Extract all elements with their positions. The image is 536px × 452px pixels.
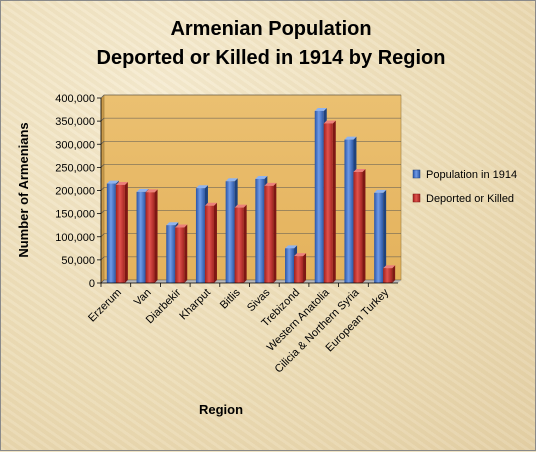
bar-front (255, 178, 265, 283)
gridline-depth (100, 164, 105, 168)
bar-front (225, 181, 235, 283)
x-axis-label: Region (199, 402, 243, 417)
bar-front (264, 185, 274, 283)
bar-deported-kharput (204, 202, 217, 283)
bars (106, 107, 396, 283)
bar-front (323, 123, 333, 283)
y-tick-label: 0 (89, 278, 95, 290)
legend-swatch (412, 193, 421, 203)
gridline-depth (100, 279, 105, 284)
gridline-depth (100, 141, 105, 145)
bar-deported-diarbekir (175, 224, 188, 283)
bar-top (106, 180, 119, 184)
bar-deported-trebizond (294, 253, 307, 283)
bar-front (234, 207, 244, 283)
bar-front (285, 248, 295, 283)
bar-side (273, 182, 277, 283)
bar-side (362, 169, 366, 283)
y-tick-label: 400,000 (55, 93, 95, 105)
bar-top (255, 175, 268, 179)
bar-side (154, 189, 158, 283)
bar-top (383, 265, 396, 269)
bar-side (303, 253, 307, 283)
x-tick-label: Erzerum (86, 287, 124, 325)
y-tick-label: 250,000 (55, 162, 95, 174)
bar-deported-van (145, 189, 158, 283)
bar-top (136, 188, 149, 192)
bar-top (234, 204, 247, 208)
x-tick-label: Bitlis (218, 286, 243, 311)
bar-top (204, 202, 217, 206)
bar-top (285, 245, 298, 249)
bar-front (374, 192, 384, 283)
gridline-depth (100, 233, 105, 237)
bar-front (353, 172, 363, 283)
bar-deported-european-turkey (383, 265, 396, 283)
bar-front (204, 205, 214, 283)
bar-side (392, 265, 396, 283)
bar-front (145, 192, 155, 283)
bar-top (175, 224, 188, 228)
gridline-depth (100, 256, 105, 261)
y-tick-label: 200,000 (55, 186, 95, 198)
bar-top (115, 181, 128, 185)
bar-front (314, 110, 324, 283)
y-tick-label: 100,000 (55, 232, 95, 244)
bar-front (344, 139, 354, 283)
bar-deported-western-anatolia (323, 120, 336, 283)
bar-side (184, 224, 188, 283)
bar-deported-cilicia-northern-syria (353, 169, 366, 283)
legend: Population in 1914 Deported or Killed (412, 169, 517, 205)
chart-title-line1: Armenian Population (170, 18, 371, 40)
bar-front (383, 268, 393, 283)
bar-top (344, 136, 357, 140)
gridline-depth (100, 210, 105, 214)
bar-top (195, 185, 208, 189)
bar-top (314, 107, 327, 111)
bar-side (213, 202, 217, 283)
bar-front (294, 256, 304, 283)
legend-swatch (412, 169, 421, 179)
bar-front (166, 225, 176, 283)
legend-label: Deported or Killed (426, 193, 514, 205)
x-tick-label: Sivas (245, 286, 273, 314)
bar-front (136, 191, 146, 283)
bar-top (225, 178, 238, 182)
gridline-depth (100, 187, 105, 191)
bar-top (323, 120, 336, 124)
bar-top (374, 189, 387, 193)
bar-top (145, 189, 158, 193)
bar-front (115, 184, 125, 283)
bar-population-european-turkey (374, 189, 387, 283)
y-tick-label: 300,000 (55, 139, 95, 151)
bar-top (353, 169, 366, 172)
bar-side (124, 181, 128, 283)
bar-deported-sivas (264, 182, 277, 283)
chart-title-line2: Deported or Killed in 1914 by Region (97, 47, 446, 69)
x-tick-label: Kharput (177, 287, 213, 323)
bar-front (106, 183, 116, 283)
bar-top (264, 182, 277, 186)
y-axis-label: Number of Armenians (16, 122, 31, 257)
bar-front (175, 227, 185, 283)
bar-front (195, 188, 205, 283)
bar-top (294, 253, 307, 257)
y-tick-label: 150,000 (55, 209, 95, 221)
gridline-depth (100, 94, 105, 99)
y-tick-label: 350,000 (55, 116, 95, 128)
gridline-depth (100, 117, 105, 122)
bar-side (383, 189, 387, 283)
legend-label: Population in 1914 (426, 169, 517, 181)
y-tick-label: 50,000 (61, 255, 95, 267)
bar-side (332, 120, 336, 283)
x-tick-label: Van (132, 287, 154, 309)
bar-deported-erzerum (115, 181, 128, 283)
bar-side (243, 204, 247, 283)
bar-deported-bitlis (234, 204, 247, 283)
bar-top (166, 222, 179, 226)
